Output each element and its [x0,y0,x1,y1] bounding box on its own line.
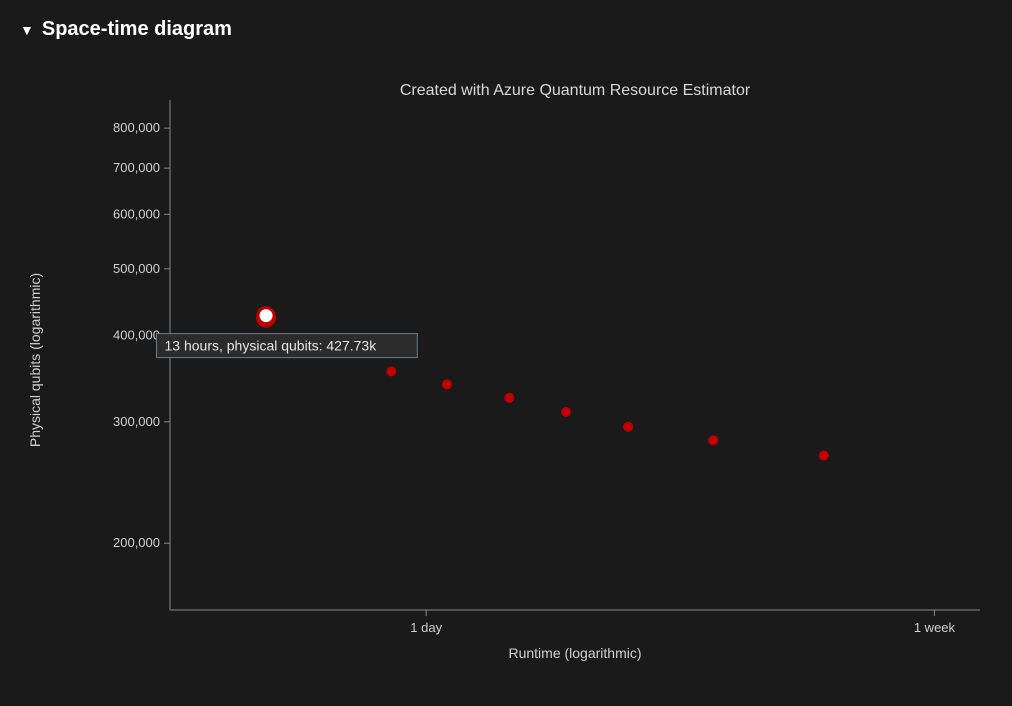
data-point[interactable] [819,451,829,461]
data-point[interactable] [504,393,514,403]
tooltip-text: 13 hours, physical qubits: 427.73k [165,338,378,354]
data-point[interactable] [442,379,452,389]
data-point-highlight[interactable] [258,308,274,324]
y-tick-label: 500,000 [113,261,160,276]
y-tick-label: 300,000 [113,414,160,429]
data-point[interactable] [623,422,633,432]
chevron-down-icon: ▼ [20,22,34,38]
y-axis-title: Physical qubits (logarithmic) [27,273,43,447]
section-header[interactable]: ▼ Space-time diagram [0,0,1012,51]
x-tick-label: 1 week [914,620,956,635]
y-tick-label: 800,000 [113,120,160,135]
section-title: Space-time diagram [42,18,232,41]
y-tick-label: 600,000 [113,206,160,221]
x-tick-label: 1 day [410,620,442,635]
data-point[interactable] [386,366,396,376]
data-point[interactable] [561,407,571,417]
y-tick-label: 200,000 [113,535,160,550]
chart-container: Created with Azure Quantum Resource Esti… [0,60,1012,700]
chart-title: Created with Azure Quantum Resource Esti… [400,82,751,99]
y-tick-label: 400,000 [113,328,160,343]
y-tick-label: 700,000 [113,160,160,175]
scatter-chart[interactable]: Created with Azure Quantum Resource Esti… [0,60,1012,700]
x-axis-title: Runtime (logarithmic) [508,645,641,661]
data-point[interactable] [708,435,718,445]
